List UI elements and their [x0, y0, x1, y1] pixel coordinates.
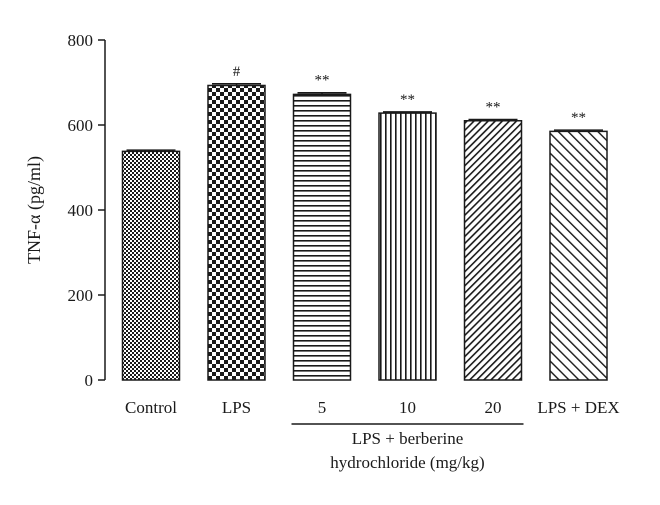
- significance-mark: **: [400, 92, 415, 108]
- y-tick-label: 800: [68, 31, 94, 50]
- bar: [207, 84, 266, 381]
- y-tick-label: 400: [68, 201, 94, 220]
- y-axis: 0 200 400 600 800: [68, 31, 106, 390]
- bar: [549, 130, 608, 381]
- y-axis-label: TNF-α (pg/ml): [24, 156, 45, 264]
- group-label-line-2: hydrochloride (mg/kg): [330, 453, 484, 472]
- category-label: 10: [399, 398, 416, 417]
- y-tick-label: 200: [68, 286, 94, 305]
- significance-mark: **: [486, 99, 501, 115]
- category-label: LPS: [222, 398, 251, 417]
- y-tick-label: 0: [85, 371, 94, 390]
- bars: # ** ** ** **: [121, 64, 608, 381]
- bar: [463, 120, 523, 381]
- bar: [378, 112, 437, 381]
- significance-mark: #: [233, 64, 241, 80]
- y-tick-label: 600: [68, 116, 94, 135]
- category-label: 20: [485, 398, 502, 417]
- category-labels: Control LPS 5 10 20 LPS + DEX: [125, 398, 620, 417]
- category-label: Control: [125, 398, 177, 417]
- bar: [121, 150, 181, 381]
- category-label: LPS + DEX: [537, 398, 619, 417]
- significance-mark: **: [571, 110, 586, 126]
- bar: [292, 93, 352, 381]
- significance-mark: **: [315, 73, 330, 89]
- category-label: 5: [318, 398, 327, 417]
- group-label-line-1: LPS + berberine: [352, 429, 464, 448]
